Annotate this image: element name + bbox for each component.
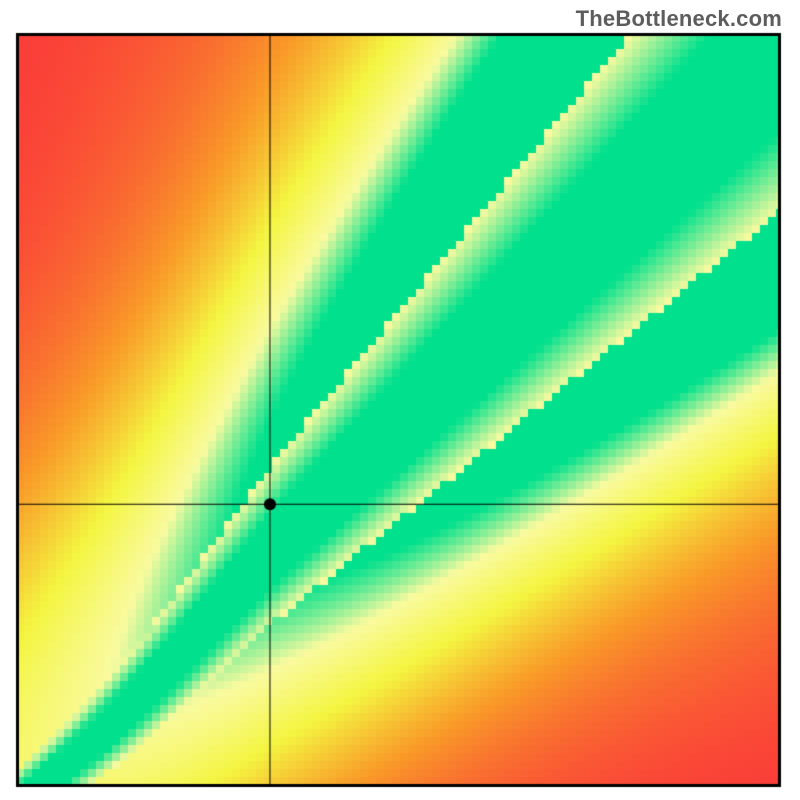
- watermark-text: TheBottleneck.com: [576, 6, 782, 32]
- chart-container: TheBottleneck.com: [0, 0, 800, 800]
- bottleneck-heatmap-canvas: [0, 0, 800, 800]
